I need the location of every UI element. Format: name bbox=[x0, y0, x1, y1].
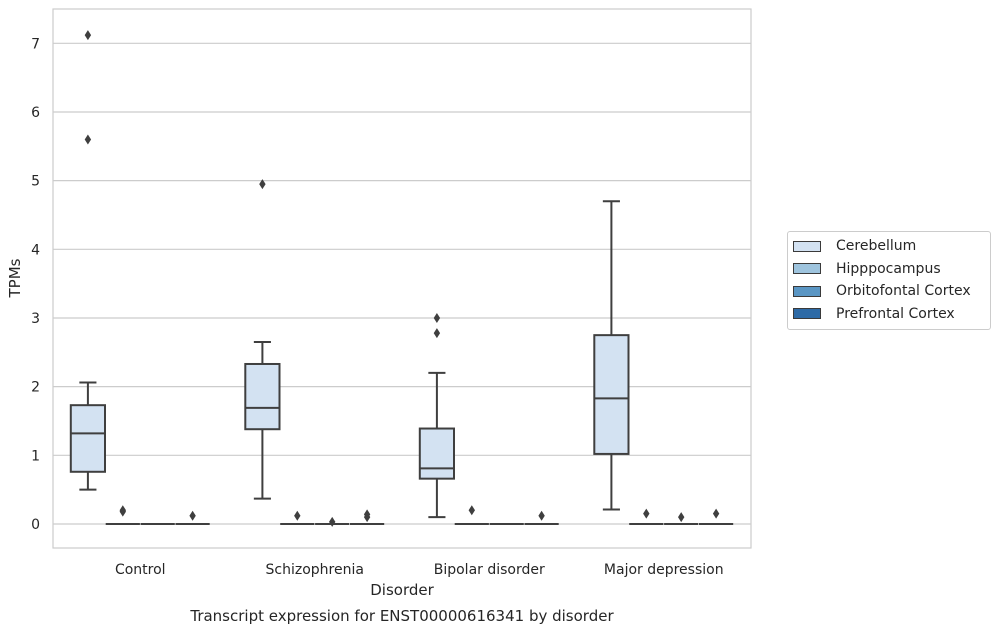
y-tick-label: 6 bbox=[31, 105, 40, 121]
x-axis-label: Disorder bbox=[370, 581, 434, 599]
y-tick-label: 5 bbox=[31, 174, 40, 190]
box-3-1 bbox=[349, 509, 385, 525]
box-2-3 bbox=[664, 512, 699, 525]
box-body bbox=[418, 427, 456, 480]
outlier-point bbox=[468, 505, 475, 516]
box-1-0 bbox=[105, 505, 140, 525]
legend-swatch bbox=[793, 240, 821, 252]
box-0-1 bbox=[244, 179, 281, 500]
outlier-point bbox=[119, 505, 126, 516]
grid-layer bbox=[53, 42, 751, 525]
legend-swatch bbox=[793, 308, 821, 320]
box-3-3 bbox=[698, 508, 734, 525]
box-3-2 bbox=[524, 510, 559, 525]
box-body bbox=[69, 404, 107, 473]
outlier-point bbox=[189, 510, 196, 521]
legend-label: Cerebellum bbox=[836, 238, 917, 255]
box-3-0 bbox=[175, 510, 210, 525]
legend-label: Prefrontal Cortex bbox=[836, 305, 955, 322]
box-1-1 bbox=[280, 510, 315, 525]
box-1-2 bbox=[454, 505, 489, 525]
outlier-point bbox=[678, 512, 685, 523]
outlier-point bbox=[294, 510, 301, 521]
box-body bbox=[244, 362, 281, 431]
y-tick-label: 7 bbox=[31, 36, 40, 52]
y-tick-label: 0 bbox=[31, 517, 40, 533]
outlier-point bbox=[712, 508, 720, 519]
box-body bbox=[593, 334, 630, 455]
legend-item: Prefrontal Cortex bbox=[788, 303, 990, 326]
box-0-0 bbox=[69, 30, 107, 491]
x-tick-label: Control bbox=[115, 562, 166, 578]
chart-title: Transcript expression for ENST0000061634… bbox=[189, 607, 614, 625]
box-2-1 bbox=[315, 516, 350, 527]
xtick-layer: Control Schizophrenia Bipolar disorder Majo… bbox=[115, 562, 724, 578]
legend-item: Hipppocampus bbox=[788, 258, 990, 281]
x-tick-label: Bipolar disorder bbox=[434, 562, 545, 578]
outlier-point bbox=[538, 510, 545, 521]
plot-frame bbox=[52, 8, 752, 549]
y-tick-label: 2 bbox=[31, 380, 40, 396]
legend: Cerebellum Hipppocampus Orbitofontal Corte… bbox=[787, 231, 991, 330]
outlier-point bbox=[84, 134, 92, 145]
y-axis-label: TPMs bbox=[6, 258, 24, 298]
y-tick-label: 1 bbox=[31, 448, 40, 464]
outlier-point bbox=[329, 516, 336, 527]
x-tick-label: Major depression bbox=[604, 562, 724, 578]
box-layer bbox=[69, 30, 734, 527]
legend-item: Orbitofontal Cortex bbox=[788, 280, 990, 303]
y-tick-label: 3 bbox=[31, 311, 40, 327]
legend-label: Hipppocampus bbox=[836, 260, 941, 277]
outlier-point bbox=[259, 179, 266, 190]
box-1-3 bbox=[629, 508, 664, 525]
box-0-3 bbox=[593, 200, 630, 511]
legend-item: Cerebellum bbox=[788, 235, 990, 258]
outlier-point bbox=[84, 30, 92, 41]
box-0-2 bbox=[418, 312, 456, 519]
legend-swatch bbox=[793, 263, 821, 275]
legend-swatch bbox=[793, 285, 821, 297]
y-tick-label: 4 bbox=[31, 242, 40, 258]
outlier-point bbox=[433, 312, 441, 323]
outlier-point bbox=[363, 509, 371, 520]
ytick-layer: 0 1 2 3 4 5 6 7 bbox=[31, 36, 40, 533]
outlier-point bbox=[643, 508, 650, 519]
x-tick-label: Schizophrenia bbox=[266, 562, 364, 578]
outlier-point bbox=[433, 328, 441, 339]
legend-label: Orbitofontal Cortex bbox=[836, 283, 971, 300]
